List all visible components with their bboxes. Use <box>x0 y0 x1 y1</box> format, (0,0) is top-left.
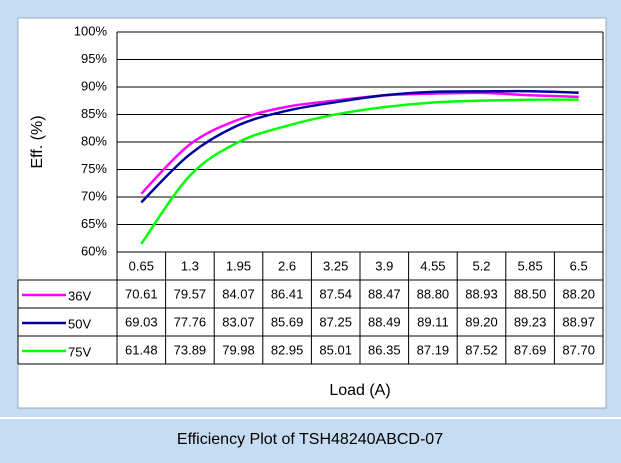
chart-panel <box>17 17 607 409</box>
y-tick-label: 100% <box>74 23 108 38</box>
legend-label: 75V <box>68 344 91 359</box>
table-value: 77.76 <box>174 314 207 329</box>
y-tick-label: 65% <box>81 216 107 231</box>
table-value: 89.11 <box>417 314 449 329</box>
y-tick-label: 95% <box>81 51 107 66</box>
table-value: 87.70 <box>562 342 595 357</box>
x-tick-label: 1.95 <box>226 258 251 273</box>
table-value: 88.50 <box>514 286 547 301</box>
table-value: 88.20 <box>562 286 595 301</box>
table-value: 88.49 <box>368 314 401 329</box>
x-tick-label: 0.65 <box>129 258 154 273</box>
legend-label: 36V <box>68 288 91 303</box>
y-tick-label: 60% <box>81 243 107 258</box>
table-value: 87.19 <box>417 342 450 357</box>
table-value: 79.98 <box>222 342 255 357</box>
y-tick-label: 75% <box>81 161 107 176</box>
x-tick-label: 2.6 <box>278 258 296 273</box>
table-value: 69.03 <box>125 314 158 329</box>
table-value: 88.97 <box>562 314 595 329</box>
legend-label: 50V <box>68 316 91 331</box>
table-value: 88.80 <box>417 286 450 301</box>
table-value: 85.69 <box>271 314 304 329</box>
table-value: 89.20 <box>465 314 498 329</box>
table-value: 86.35 <box>368 342 401 357</box>
x-axis-label: Load (A) <box>329 382 390 399</box>
table-value: 85.01 <box>319 342 352 357</box>
y-tick-label: 90% <box>81 78 107 93</box>
table-value: 88.47 <box>368 286 401 301</box>
series-line <box>140 89 579 204</box>
table-value: 84.07 <box>222 286 255 301</box>
x-tick-label: 5.2 <box>472 258 490 273</box>
x-tick-label: 4.55 <box>420 258 445 273</box>
table-value: 82.95 <box>271 342 304 357</box>
series-line <box>140 98 579 245</box>
x-tick-label: 6.5 <box>570 258 588 273</box>
table-value: 88.93 <box>465 286 498 301</box>
table-value: 87.52 <box>465 342 498 357</box>
y-axis-label: Eff. (%) <box>29 115 46 168</box>
y-tick-label: 80% <box>81 133 107 148</box>
x-tick-label: 5.85 <box>517 258 542 273</box>
table-value: 70.61 <box>125 286 158 301</box>
table-value: 61.48 <box>125 342 158 357</box>
table-value: 89.23 <box>514 314 547 329</box>
table-value: 87.69 <box>514 342 547 357</box>
x-tick-label: 3.9 <box>375 258 393 273</box>
y-tick-label: 85% <box>81 106 107 121</box>
table-value: 86.41 <box>271 286 304 301</box>
table-value: 73.89 <box>174 342 207 357</box>
chart-title: Efficiency Plot of TSH48240ABCD-07 <box>177 431 443 448</box>
table-value: 87.54 <box>319 286 352 301</box>
y-tick-label: 70% <box>81 188 107 203</box>
table-value: 87.25 <box>319 314 352 329</box>
table-value: 83.07 <box>222 314 255 329</box>
x-tick-label: 3.25 <box>323 258 348 273</box>
x-tick-label: 1.3 <box>181 258 199 273</box>
table-value: 79.57 <box>174 286 207 301</box>
